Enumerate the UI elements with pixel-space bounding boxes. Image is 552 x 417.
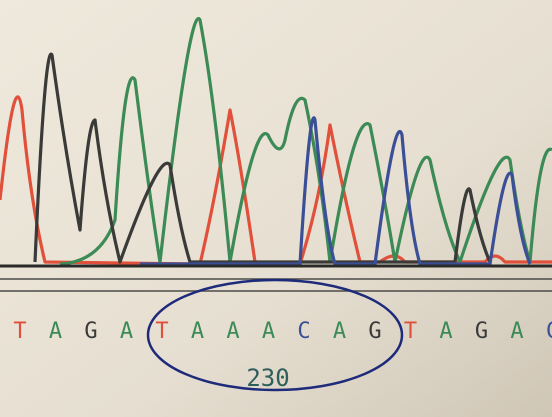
traces	[0, 17, 552, 266]
base-letter: C	[297, 319, 310, 344]
base-calls: TAGATAAACAGTAGAC	[13, 319, 552, 344]
base-letter: C	[546, 319, 552, 344]
trace-g	[33, 52, 492, 264]
base-letter: G	[84, 319, 97, 344]
base-letter: T	[404, 319, 417, 344]
base-letter: T	[13, 319, 26, 344]
highlight-circle	[146, 278, 404, 392]
base-letter: A	[333, 319, 346, 344]
base-letter: A	[262, 319, 275, 344]
base-letter: A	[191, 319, 204, 344]
base-letter: A	[226, 319, 239, 344]
base-letter: A	[49, 319, 62, 344]
base-letter: G	[475, 319, 488, 344]
trace-a	[59, 17, 552, 266]
base-letter: T	[155, 319, 168, 344]
position-label: 230	[246, 364, 289, 392]
base-letter: A	[510, 319, 523, 344]
base-letter: A	[439, 319, 452, 344]
base-letter: G	[368, 319, 381, 344]
base-letter: A	[120, 319, 133, 344]
trace-t	[0, 95, 552, 266]
trace-c	[140, 116, 532, 266]
